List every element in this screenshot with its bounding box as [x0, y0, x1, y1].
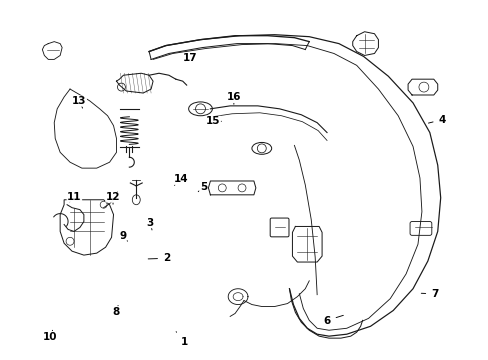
Text: 3: 3 [146, 218, 154, 230]
Text: 7: 7 [421, 289, 438, 299]
Text: 6: 6 [323, 315, 343, 325]
Text: 17: 17 [183, 53, 197, 63]
Text: 13: 13 [72, 96, 86, 108]
Text: 14: 14 [173, 174, 187, 185]
Text: 8: 8 [113, 305, 120, 317]
Text: 15: 15 [205, 116, 221, 126]
Text: 2: 2 [148, 253, 170, 263]
Text: 16: 16 [226, 93, 241, 104]
Text: 10: 10 [43, 330, 57, 342]
Text: 12: 12 [105, 192, 120, 204]
Text: 5: 5 [198, 182, 206, 192]
Text: 4: 4 [427, 114, 446, 125]
Text: 11: 11 [67, 192, 81, 202]
Text: 9: 9 [119, 231, 127, 241]
Text: 1: 1 [176, 332, 187, 347]
